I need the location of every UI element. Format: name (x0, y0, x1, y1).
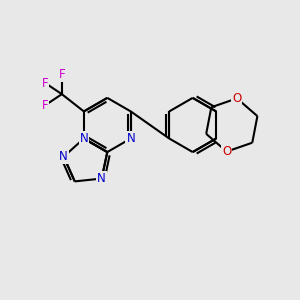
Text: N: N (80, 132, 88, 145)
Text: F: F (58, 68, 65, 81)
Text: O: O (222, 145, 231, 158)
Text: F: F (42, 76, 49, 89)
Text: N: N (59, 150, 68, 163)
Text: F: F (42, 99, 49, 112)
Text: N: N (126, 132, 135, 145)
Text: O: O (232, 92, 242, 105)
Text: N: N (97, 172, 106, 185)
